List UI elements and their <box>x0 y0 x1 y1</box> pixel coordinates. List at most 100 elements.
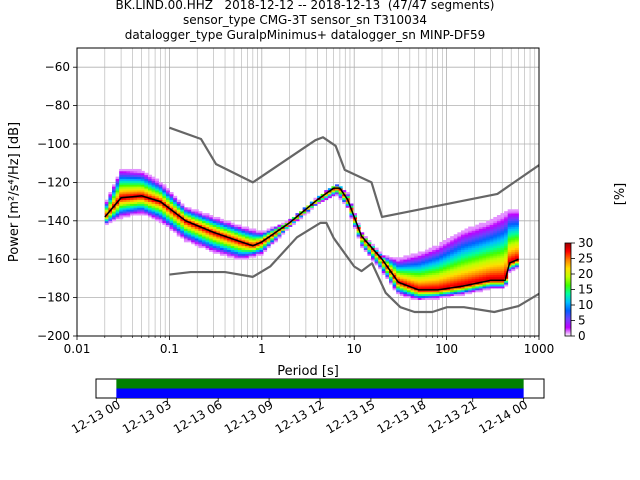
density-cell <box>140 174 145 178</box>
density-cell <box>450 241 455 245</box>
density-cell <box>500 216 505 220</box>
density-cell <box>155 205 160 208</box>
density-cell <box>327 195 332 199</box>
density-cell <box>191 228 196 231</box>
density-cell <box>331 188 336 191</box>
density-cell <box>201 230 206 233</box>
density-cell <box>500 268 505 272</box>
density-cell <box>500 240 505 243</box>
density-cell <box>201 218 206 222</box>
density-cell <box>126 201 131 204</box>
density-cell <box>414 289 419 293</box>
x-tick-label: 0.1 <box>160 342 179 356</box>
density-cell <box>406 289 411 293</box>
density-cell <box>496 234 501 237</box>
density-cell <box>129 172 134 176</box>
density-cell <box>151 199 156 202</box>
density-cell <box>205 240 210 243</box>
density-cell <box>112 201 117 204</box>
density-cell <box>453 234 458 237</box>
density-cell <box>507 266 512 270</box>
density-cell <box>140 205 145 208</box>
density-cell <box>119 188 124 191</box>
density-cell <box>410 278 415 281</box>
density-cell <box>392 264 397 268</box>
density-cell <box>306 207 311 210</box>
density-cell <box>309 201 314 204</box>
density-cell <box>194 240 199 243</box>
density-cell <box>432 284 437 287</box>
density-cell <box>464 282 469 285</box>
density-cell <box>237 228 242 231</box>
density-cell <box>424 263 429 266</box>
density-cell <box>349 215 354 218</box>
density-cell <box>511 232 516 235</box>
density-cell <box>442 259 447 262</box>
density-cell <box>453 270 458 274</box>
density-cell <box>410 272 415 275</box>
density-cell <box>317 201 322 204</box>
density-cell <box>460 282 465 285</box>
density-cell <box>234 249 239 252</box>
density-cell <box>439 284 444 287</box>
x-axis-ticks: 0.01 0.1 1 10 100 1000 <box>64 336 554 356</box>
density-cell <box>158 190 163 193</box>
density-cell <box>482 261 487 264</box>
density-cell <box>198 232 203 235</box>
density-cell <box>460 288 465 291</box>
density-cell <box>147 188 152 191</box>
density-cell <box>360 232 365 235</box>
density-cell <box>349 211 354 214</box>
density-cell <box>133 205 138 208</box>
density-cell <box>270 232 275 235</box>
density-cell <box>439 278 444 281</box>
density-cell <box>396 263 401 266</box>
density-cell <box>439 282 444 285</box>
density-cell <box>453 274 458 277</box>
density-cell <box>406 261 411 264</box>
density-cell <box>137 186 142 189</box>
title-line-1: BK.LIND.00.HHZ 2018-12-12 -- 2018-12-13 … <box>115 0 495 12</box>
density-cell <box>176 234 181 237</box>
density-cell <box>468 243 473 247</box>
new-low-noise-model-line <box>169 221 539 314</box>
y-tick-label: −100 <box>37 137 70 151</box>
density-cell <box>489 257 494 260</box>
density-cell <box>410 288 415 291</box>
density-cell <box>104 209 109 212</box>
density-cell <box>428 268 433 272</box>
density-cell <box>396 259 401 262</box>
density-cell <box>126 197 131 201</box>
density-cell <box>511 268 516 272</box>
density-cell <box>108 220 113 224</box>
density-cell <box>507 238 512 241</box>
density-cell <box>482 272 487 275</box>
density-cell <box>475 243 480 247</box>
density-cell <box>496 259 501 262</box>
density-cell <box>245 251 250 254</box>
density-cell <box>165 195 170 199</box>
density-cell <box>500 232 505 235</box>
density-cell <box>230 243 235 247</box>
density-cell <box>227 241 232 245</box>
density-cell <box>115 190 120 193</box>
density-cell <box>493 259 498 262</box>
density-cell <box>345 205 350 208</box>
density-cell <box>439 259 444 262</box>
density-cell <box>500 218 505 222</box>
density-cell <box>245 240 250 243</box>
density-cell <box>173 220 178 224</box>
density-cell <box>180 218 185 222</box>
density-cell <box>414 282 419 285</box>
density-cell <box>129 199 134 202</box>
density-cell <box>270 241 275 245</box>
density-cell <box>273 236 278 239</box>
density-cell <box>450 284 455 287</box>
density-cell <box>496 280 501 283</box>
density-cell <box>507 216 512 220</box>
density-cell <box>324 195 329 199</box>
density-cell <box>435 259 440 262</box>
density-cell <box>457 261 462 264</box>
density-cell <box>201 216 206 220</box>
density-cell <box>489 266 494 270</box>
